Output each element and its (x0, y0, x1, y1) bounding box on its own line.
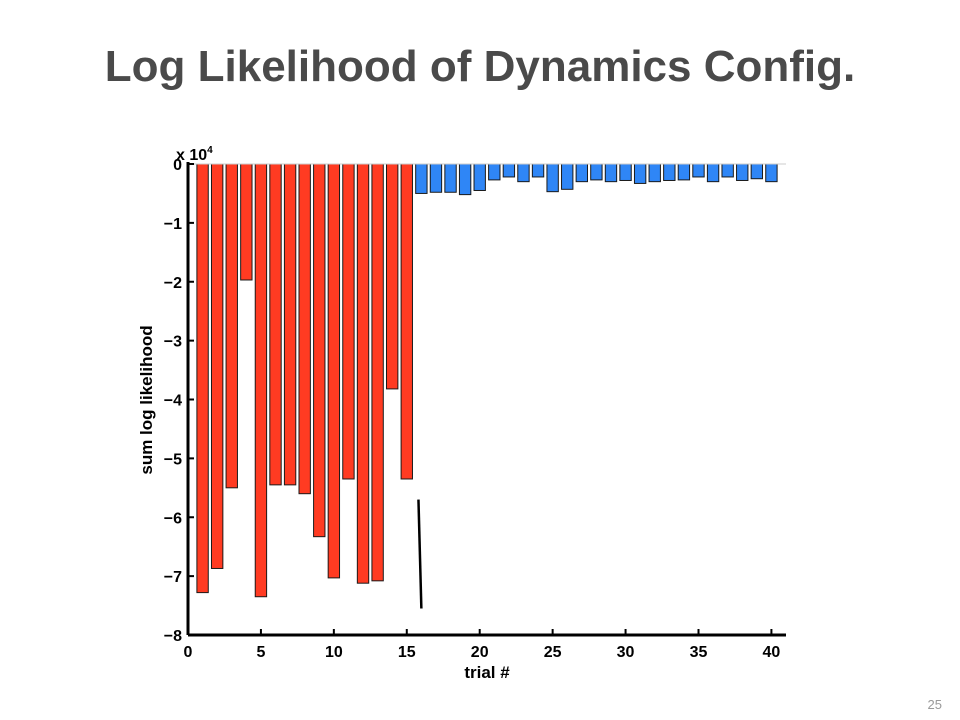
bar-trial-12 (356, 163, 370, 584)
bar-trial-26 (561, 163, 574, 190)
bar-trial-6 (269, 163, 282, 486)
x-tick-label: 0 (184, 644, 193, 661)
y-multiplier-base: x 10 (176, 147, 207, 164)
bar-trial-14 (386, 163, 399, 390)
bar-trial-7 (283, 163, 297, 486)
bar-trial-3 (225, 163, 238, 489)
bar-trial-1 (196, 163, 209, 594)
y-multiplier-label: x 104 (176, 145, 213, 164)
x-tick-label: 30 (617, 644, 635, 661)
y-tick-label: −4 (164, 393, 182, 410)
annotation-line (417, 499, 423, 609)
y-tick-label: −6 (164, 510, 182, 527)
bar-trial-28 (590, 163, 603, 181)
bar-trial-19 (458, 163, 472, 196)
bar-trial-40 (765, 163, 778, 183)
y-axis-label: sum log likelihood (137, 325, 156, 474)
x-tick-label: 10 (325, 644, 343, 661)
x-tick-label: 25 (544, 644, 562, 661)
bar-trial-24 (531, 163, 545, 178)
bar-trial-30 (619, 163, 632, 181)
x-tick-label: 20 (471, 644, 489, 661)
bar-trial-29 (604, 163, 618, 183)
bar-trial-25 (546, 163, 559, 193)
bar-trial-32 (648, 163, 661, 183)
y-multiplier-exponent: 4 (207, 145, 213, 156)
bar-trial-34 (677, 163, 691, 181)
y-tick-label: −5 (164, 451, 182, 468)
bar-trial-10 (327, 163, 341, 579)
bar-trial-39 (750, 163, 764, 180)
bar-trial-23 (517, 163, 530, 183)
bar-trial-5 (254, 163, 268, 598)
annotation-group (417, 499, 423, 609)
x-tick-label: 15 (398, 644, 416, 661)
ticks-group: 0−1−2−3−4−5−6−7−80 5 10 15 20 25 30 35 40 (164, 157, 781, 661)
bar-trial-37 (721, 163, 734, 178)
y-tick-label: −2 (164, 275, 182, 292)
y-tick-label: −3 (164, 334, 182, 351)
bar-trial-2 (210, 163, 224, 569)
bar-trial-11 (342, 163, 355, 480)
x-tick-label: 5 (256, 644, 265, 661)
x-tick-label: 40 (763, 644, 781, 661)
bar-trial-21 (488, 163, 501, 181)
y-tick-label: 0 (173, 157, 182, 174)
bar-trial-35 (692, 163, 705, 178)
bar-trial-8 (298, 163, 311, 495)
slide-title: Log Likelihood of Dynamics Config. (104, 42, 856, 91)
x-axis-label: trial # (464, 663, 510, 682)
bar-trial-4 (240, 163, 253, 281)
x-tick-label: 35 (690, 644, 708, 661)
y-tick-label: −8 (164, 628, 182, 645)
bar-trial-20 (473, 163, 486, 191)
bar-trial-18 (444, 163, 457, 193)
bar-trial-36 (706, 163, 720, 183)
bar-trial-13 (371, 163, 384, 582)
y-tick-label: −1 (164, 216, 182, 233)
bar-trial-33 (663, 163, 676, 181)
y-tick-label: −7 (164, 569, 182, 586)
bar-trial-15 (400, 163, 413, 480)
bar-trial-17 (429, 163, 443, 193)
bar-trial-9 (313, 163, 326, 538)
bars-group (196, 163, 778, 598)
bar-trial-38 (736, 163, 749, 181)
bar-trial-31 (633, 163, 647, 184)
bar-trial-22 (502, 163, 516, 178)
bar-trial-16 (415, 163, 428, 194)
bar-trial-27 (575, 163, 588, 183)
page-number: 25 (927, 697, 942, 712)
